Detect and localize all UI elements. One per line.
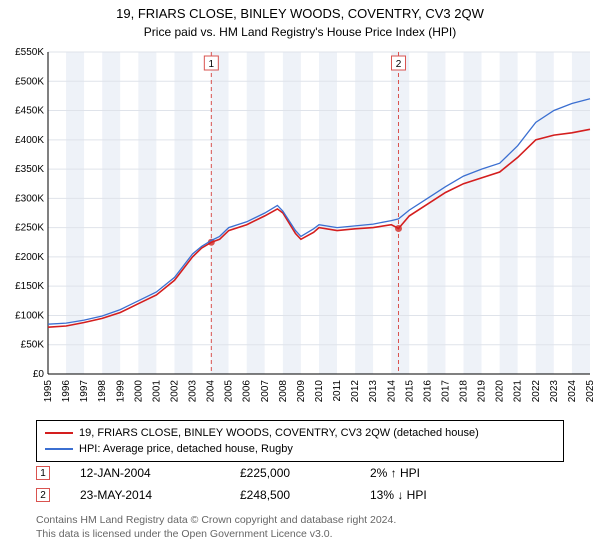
svg-text:2018: 2018 bbox=[459, 380, 470, 403]
sale-price: £225,000 bbox=[240, 466, 340, 480]
footer: Contains HM Land Registry data © Crown c… bbox=[36, 514, 564, 541]
chart-subtitle: Price paid vs. HM Land Registry's House … bbox=[0, 23, 600, 39]
svg-text:£200K: £200K bbox=[15, 252, 44, 263]
line-chart-svg: £0 £50K £100K £150K £200K £250K £300K £350K £400… bbox=[0, 44, 600, 414]
svg-text:2023: 2023 bbox=[549, 380, 560, 403]
chart-container: 19, FRIARS CLOSE, BINLEY WOODS, COVENTRY… bbox=[0, 0, 600, 560]
svg-text:2020: 2020 bbox=[495, 380, 506, 403]
sale-date: 23-MAY-2014 bbox=[80, 488, 210, 502]
svg-text:1997: 1997 bbox=[79, 380, 90, 403]
svg-text:£150K: £150K bbox=[15, 281, 44, 292]
svg-text:2014: 2014 bbox=[386, 380, 397, 403]
legend-label: 19, FRIARS CLOSE, BINLEY WOODS, COVENTRY… bbox=[79, 427, 479, 439]
svg-text:2000: 2000 bbox=[133, 380, 144, 403]
svg-text:2016: 2016 bbox=[422, 380, 433, 403]
sale-row: 1 12-JAN-2004 £225,000 2% ↑ HPI bbox=[36, 462, 564, 484]
legend-label: HPI: Average price, detached house, Rugb… bbox=[79, 443, 293, 455]
svg-text:2005: 2005 bbox=[224, 380, 235, 403]
chart-title: 19, FRIARS CLOSE, BINLEY WOODS, COVENTRY… bbox=[0, 0, 600, 23]
svg-text:2022: 2022 bbox=[531, 380, 542, 403]
svg-text:1998: 1998 bbox=[97, 380, 108, 403]
svg-text:2025: 2025 bbox=[585, 380, 596, 403]
svg-text:£350K: £350K bbox=[15, 164, 44, 175]
legend-item: 19, FRIARS CLOSE, BINLEY WOODS, COVENTRY… bbox=[45, 425, 555, 441]
sale-row: 2 23-MAY-2014 £248,500 13% ↓ HPI bbox=[36, 484, 564, 506]
svg-text:2013: 2013 bbox=[368, 380, 379, 403]
svg-text:2004: 2004 bbox=[206, 380, 217, 403]
svg-text:£500K: £500K bbox=[15, 76, 44, 87]
svg-text:£300K: £300K bbox=[15, 193, 44, 204]
svg-text:1996: 1996 bbox=[61, 380, 72, 403]
svg-text:2008: 2008 bbox=[278, 380, 289, 403]
svg-text:2019: 2019 bbox=[477, 380, 488, 403]
svg-text:2024: 2024 bbox=[567, 380, 578, 403]
svg-text:2002: 2002 bbox=[169, 380, 180, 403]
legend-swatch bbox=[45, 432, 73, 434]
legend-swatch bbox=[45, 448, 73, 450]
svg-text:2003: 2003 bbox=[188, 380, 199, 403]
svg-text:£450K: £450K bbox=[15, 106, 44, 117]
svg-text:2021: 2021 bbox=[513, 380, 524, 403]
svg-text:2011: 2011 bbox=[332, 380, 343, 402]
svg-text:1: 1 bbox=[209, 59, 215, 70]
svg-text:£100K: £100K bbox=[15, 310, 44, 321]
sale-hpi: 2% ↑ HPI bbox=[370, 466, 470, 480]
footer-line: This data is licensed under the Open Gov… bbox=[36, 528, 564, 542]
footer-line: Contains HM Land Registry data © Crown c… bbox=[36, 514, 564, 528]
svg-text:2010: 2010 bbox=[314, 380, 325, 403]
sale-date: 12-JAN-2004 bbox=[80, 466, 210, 480]
svg-text:£550K: £550K bbox=[15, 47, 44, 58]
sale-rows: 1 12-JAN-2004 £225,000 2% ↑ HPI 2 23-MAY… bbox=[36, 462, 564, 506]
svg-text:2: 2 bbox=[396, 59, 402, 70]
svg-text:2006: 2006 bbox=[242, 380, 253, 403]
svg-text:2015: 2015 bbox=[404, 380, 415, 403]
svg-text:£50K: £50K bbox=[21, 340, 45, 351]
svg-text:2009: 2009 bbox=[296, 380, 307, 403]
svg-text:2017: 2017 bbox=[440, 380, 451, 403]
sale-marker-box: 1 bbox=[36, 466, 50, 480]
legend: 19, FRIARS CLOSE, BINLEY WOODS, COVENTRY… bbox=[36, 420, 564, 462]
svg-text:£0: £0 bbox=[33, 369, 45, 380]
sale-hpi: 13% ↓ HPI bbox=[370, 488, 470, 502]
svg-text:1995: 1995 bbox=[43, 380, 54, 403]
chart-area: £0 £50K £100K £150K £200K £250K £300K £350K £400… bbox=[0, 44, 600, 414]
svg-text:£250K: £250K bbox=[15, 223, 44, 234]
svg-text:2001: 2001 bbox=[151, 380, 162, 403]
legend-item: HPI: Average price, detached house, Rugb… bbox=[45, 441, 555, 457]
svg-text:£400K: £400K bbox=[15, 135, 44, 146]
sale-marker-box: 2 bbox=[36, 488, 50, 502]
svg-text:2012: 2012 bbox=[350, 380, 361, 403]
sale-price: £248,500 bbox=[240, 488, 340, 502]
svg-text:2007: 2007 bbox=[260, 380, 271, 403]
svg-text:1999: 1999 bbox=[115, 380, 126, 403]
